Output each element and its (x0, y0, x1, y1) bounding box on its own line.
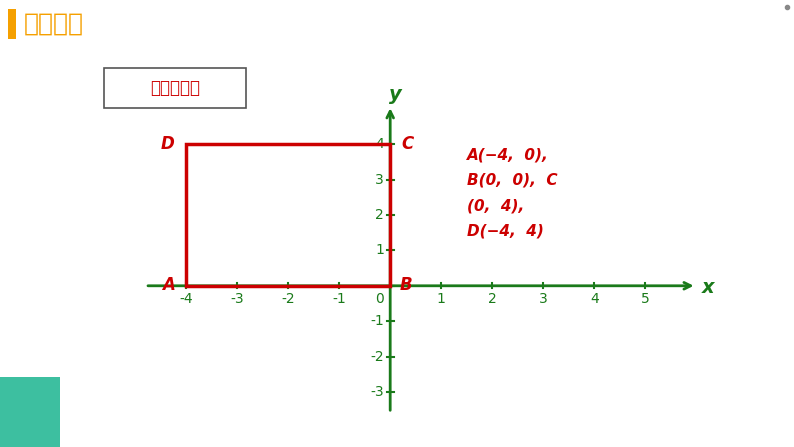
Text: 新课讲解: 新课讲解 (24, 12, 84, 36)
Bar (0, 377, 60, 447)
Text: D: D (161, 135, 175, 153)
Text: 2: 2 (488, 292, 497, 306)
Text: (0,  4),: (0, 4), (467, 198, 524, 213)
Text: -2: -2 (371, 350, 384, 363)
Bar (186, 144, 390, 286)
Text: -1: -1 (370, 314, 384, 328)
Bar (8, 9, 16, 39)
Text: B(0,  0),  C: B(0, 0), C (467, 173, 557, 188)
Text: C: C (402, 135, 414, 153)
Text: 5: 5 (641, 292, 649, 306)
Text: -3: -3 (371, 385, 384, 399)
Text: 3: 3 (376, 173, 384, 187)
Text: A: A (162, 276, 175, 294)
Text: 2: 2 (376, 208, 384, 222)
Bar (0, 0, 794, 47)
Text: 第二种类型: 第二种类型 (150, 79, 200, 97)
Text: -1: -1 (332, 292, 346, 306)
Text: D(−4,  4): D(−4, 4) (467, 224, 544, 239)
Text: 1: 1 (437, 292, 445, 306)
Text: 4: 4 (590, 292, 599, 306)
Text: 1: 1 (376, 244, 384, 257)
Text: A(−4,  0),: A(−4, 0), (467, 148, 549, 162)
Text: -4: -4 (179, 292, 193, 306)
Text: x: x (702, 278, 714, 297)
FancyBboxPatch shape (104, 68, 246, 108)
Text: -2: -2 (281, 292, 295, 306)
Text: 4: 4 (376, 137, 384, 152)
Text: -3: -3 (230, 292, 244, 306)
Text: 3: 3 (539, 292, 548, 306)
Text: B: B (399, 276, 412, 294)
Text: y: y (389, 84, 402, 104)
Text: 0: 0 (376, 292, 384, 306)
